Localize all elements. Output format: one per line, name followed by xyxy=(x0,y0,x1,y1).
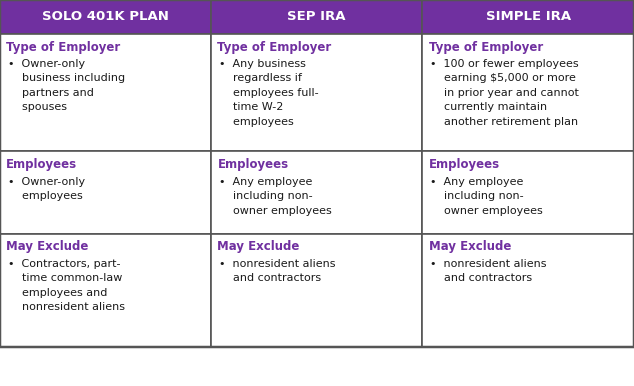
Bar xyxy=(422,151,634,234)
Text: •  Owner-only
    employees: • Owner-only employees xyxy=(8,177,85,201)
Text: May Exclude: May Exclude xyxy=(217,240,300,254)
Bar xyxy=(0,0,211,34)
Text: SOLO 401K PLAN: SOLO 401K PLAN xyxy=(42,10,169,23)
Text: Employees: Employees xyxy=(217,158,288,171)
Bar xyxy=(422,34,634,151)
Bar xyxy=(211,34,422,151)
Text: Type of Employer: Type of Employer xyxy=(6,41,120,54)
Text: SEP IRA: SEP IRA xyxy=(287,10,346,23)
Bar xyxy=(0,151,211,234)
Text: Type of Employer: Type of Employer xyxy=(429,41,543,54)
Bar xyxy=(211,234,422,347)
Text: Employees: Employees xyxy=(429,158,500,171)
Bar xyxy=(0,234,211,347)
Text: Employees: Employees xyxy=(6,158,77,171)
Text: •  Owner-only
    business including
    partners and
    spouses: • Owner-only business including partners… xyxy=(8,59,125,112)
Text: •  Any employee
    including non-
    owner employees: • Any employee including non- owner empl… xyxy=(430,177,543,216)
Text: •  nonresident aliens
    and contractors: • nonresident aliens and contractors xyxy=(430,259,547,283)
Bar xyxy=(211,0,422,34)
Text: •  Contractors, part-
    time common-law
    employees and
    nonresident alie: • Contractors, part- time common-law emp… xyxy=(8,259,125,312)
Bar xyxy=(0,0,634,347)
Text: SIMPLE IRA: SIMPLE IRA xyxy=(486,10,571,23)
Bar xyxy=(422,234,634,347)
Bar xyxy=(0,34,211,151)
Bar xyxy=(422,0,634,34)
Bar xyxy=(211,151,422,234)
Text: •  100 or fewer employees
    earning $5,000 or more
    in prior year and canno: • 100 or fewer employees earning $5,000 … xyxy=(430,59,579,127)
Text: Type of Employer: Type of Employer xyxy=(217,41,332,54)
Text: •  nonresident aliens
    and contractors: • nonresident aliens and contractors xyxy=(219,259,335,283)
Text: •  Any employee
    including non-
    owner employees: • Any employee including non- owner empl… xyxy=(219,177,332,216)
Text: •  Any business
    regardless if
    employees full-
    time W-2
    employees: • Any business regardless if employees f… xyxy=(219,59,318,127)
Text: May Exclude: May Exclude xyxy=(6,240,89,254)
Text: May Exclude: May Exclude xyxy=(429,240,511,254)
